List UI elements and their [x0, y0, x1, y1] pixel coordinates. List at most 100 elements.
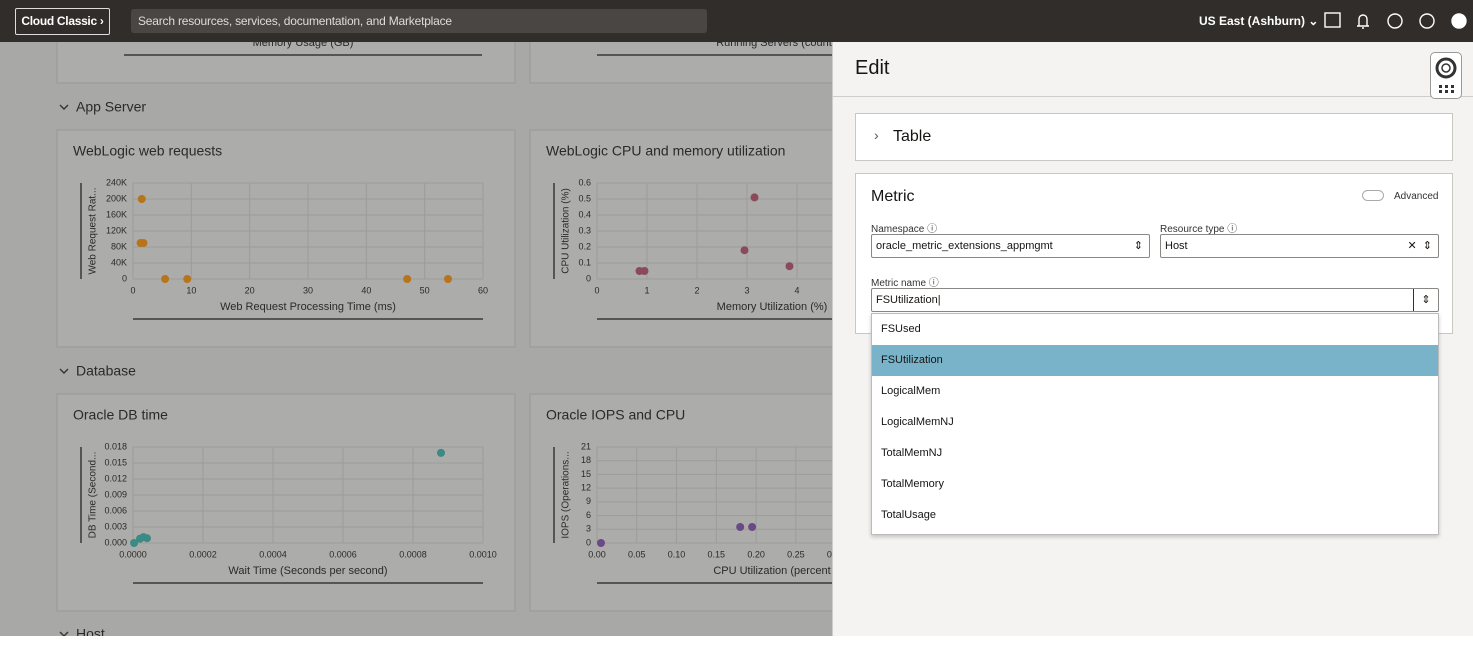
- x-tick-label: 0.25: [787, 549, 805, 559]
- resource-type-select[interactable]: Host ✕ ⇕: [1160, 234, 1439, 258]
- x-tick-label: 4: [794, 285, 799, 295]
- y-tick-label: 0.000: [104, 537, 127, 547]
- y-tick-label: 21: [581, 441, 591, 451]
- x-axis-label: Wait Time (Seconds per second): [228, 565, 387, 577]
- y-tick-label: 0.1: [578, 257, 591, 267]
- label-text: Namespace: [871, 224, 925, 235]
- x-tick-label: 10: [186, 285, 196, 295]
- chart-title: Oracle IOPS and CPU: [546, 407, 685, 423]
- spinner: ✕ ⇕: [1407, 240, 1432, 252]
- globe-icon[interactable]: [1419, 13, 1435, 29]
- region-selector[interactable]: US East (Ashburn) ⌄: [1199, 14, 1319, 28]
- chart-title: WebLogic web requests: [73, 143, 222, 159]
- card: [529, 129, 832, 348]
- chart-title: WebLogic CPU and memory utilization: [546, 143, 785, 159]
- y-tick-label: 0.2: [578, 241, 591, 251]
- x-tick-label: 0.20: [747, 549, 765, 559]
- x-tick-label: 0.0010: [469, 549, 497, 559]
- point: [740, 246, 749, 255]
- advanced-toggle[interactable]: [1362, 190, 1384, 201]
- search-box[interactable]: Search resources, services, documentatio…: [131, 9, 707, 33]
- dropdown-list: FSUsed FSUtilization LogicalMem LogicalMemN…: [871, 313, 1439, 535]
- dropdown-option[interactable]: FSUtilization: [872, 345, 1438, 376]
- y-axis-label: Web Request Rat...: [88, 187, 99, 274]
- chevron: ›: [874, 127, 879, 143]
- code-icon[interactable]: [1324, 12, 1341, 28]
- chart-title: Oracle DB time: [73, 407, 168, 423]
- brand-button[interactable]: Cloud Classic ›: [15, 8, 110, 35]
- section-title: App Server: [76, 99, 146, 115]
- dropdown-option[interactable]: LogicalMem: [881, 385, 941, 397]
- y-tick-label: 0.012: [104, 473, 127, 483]
- y-tick-label: 0.5: [578, 193, 591, 203]
- field-label: Namespace ⓘ: [871, 224, 938, 235]
- dropdown-option[interactable]: TotalMemNJ: [881, 447, 943, 459]
- card: [529, 393, 832, 612]
- y-tick-label: 0.009: [104, 489, 127, 499]
- bell-icon[interactable]: [1357, 14, 1369, 29]
- y-tick-label: 160K: [106, 209, 127, 219]
- metric-name-input[interactable]: FSUtilization| ⇕: [871, 288, 1439, 312]
- x-tick-label: 0.0006: [329, 549, 357, 559]
- x-tick-label: 0: [594, 285, 599, 295]
- x-tick-label: 30: [303, 285, 313, 295]
- dropdown-option[interactable]: TotalUsage: [881, 509, 937, 521]
- x-tick-label: 0: [130, 285, 135, 295]
- x-tick-label: 0.0002: [189, 549, 217, 559]
- spinner: ⇕: [1133, 240, 1143, 252]
- namespace-select[interactable]: oracle_metric_extensions_appmgmt ⇕: [871, 234, 1150, 258]
- table-section[interactable]: › Table: [855, 113, 1453, 161]
- point: [444, 275, 452, 283]
- point: [640, 267, 649, 275]
- y-tick-label: 0.4: [578, 209, 591, 219]
- region-label: US East (Ashburn): [1199, 14, 1306, 28]
- x-tick-label: 1: [644, 285, 649, 295]
- panel-title: Edit: [855, 57, 890, 79]
- dropdown-option[interactable]: LogicalMemNJ: [881, 416, 954, 428]
- x-tick-label: 50: [420, 285, 430, 295]
- y-tick-label: 0: [122, 273, 127, 283]
- toggle-label: Advanced: [1394, 191, 1439, 202]
- x-tick-label: 0.30: [827, 549, 832, 559]
- point: [161, 275, 170, 283]
- x-tick-label: 60: [478, 285, 488, 295]
- y-tick-label: 0: [586, 537, 591, 547]
- point: [748, 523, 757, 531]
- x-tick-label: 40: [361, 285, 371, 295]
- help-icon[interactable]: [1387, 13, 1403, 29]
- y-tick-label: 0.006: [104, 505, 127, 515]
- point: [403, 275, 412, 283]
- top-bar: Cloud Classic › Search resources, servic…: [0, 0, 1473, 42]
- y-axis-label: DB Time (Second...: [88, 452, 99, 539]
- profile-icon[interactable]: [1451, 13, 1467, 29]
- point: [143, 534, 151, 543]
- x-tick-label: 0.15: [708, 549, 726, 559]
- x-tick-label: 0.0004: [259, 549, 287, 559]
- y-tick-label: 0.003: [104, 521, 127, 531]
- y-tick-label: 9: [586, 496, 591, 506]
- help-icon: [1435, 57, 1457, 93]
- field-label: Resource type ⓘ: [1160, 224, 1238, 235]
- y-tick-label: 0.6: [578, 177, 591, 187]
- dropdown-option[interactable]: TotalMemory: [881, 478, 944, 490]
- y-tick-label: 80K: [111, 241, 127, 251]
- y-tick-label: 0: [586, 273, 591, 283]
- dropdown-option[interactable]: FSUsed: [881, 323, 921, 335]
- point: [750, 193, 759, 202]
- x-tick-label: 3: [744, 285, 749, 295]
- select-value: Host: [1165, 240, 1188, 252]
- y-tick-label: 120K: [106, 225, 127, 235]
- y-tick-label: 12: [581, 483, 591, 493]
- y-axis-label: CPU Utilization (%): [561, 188, 572, 274]
- x-tick-label: 0.00: [588, 549, 606, 559]
- x-axis-label: Memory Utilization (%): [717, 301, 828, 313]
- x-axis-label: CPU Utilization (percent: [713, 565, 830, 577]
- point: [596, 539, 605, 547]
- help-button[interactable]: [1430, 52, 1462, 99]
- y-tick-label: 18: [581, 455, 591, 465]
- x-tick-label: 0.0008: [399, 549, 427, 559]
- y-tick-label: 200K: [106, 193, 127, 203]
- y-axis-label: IOPS (Operations...: [561, 451, 572, 538]
- label-text: Metric name: [871, 278, 927, 289]
